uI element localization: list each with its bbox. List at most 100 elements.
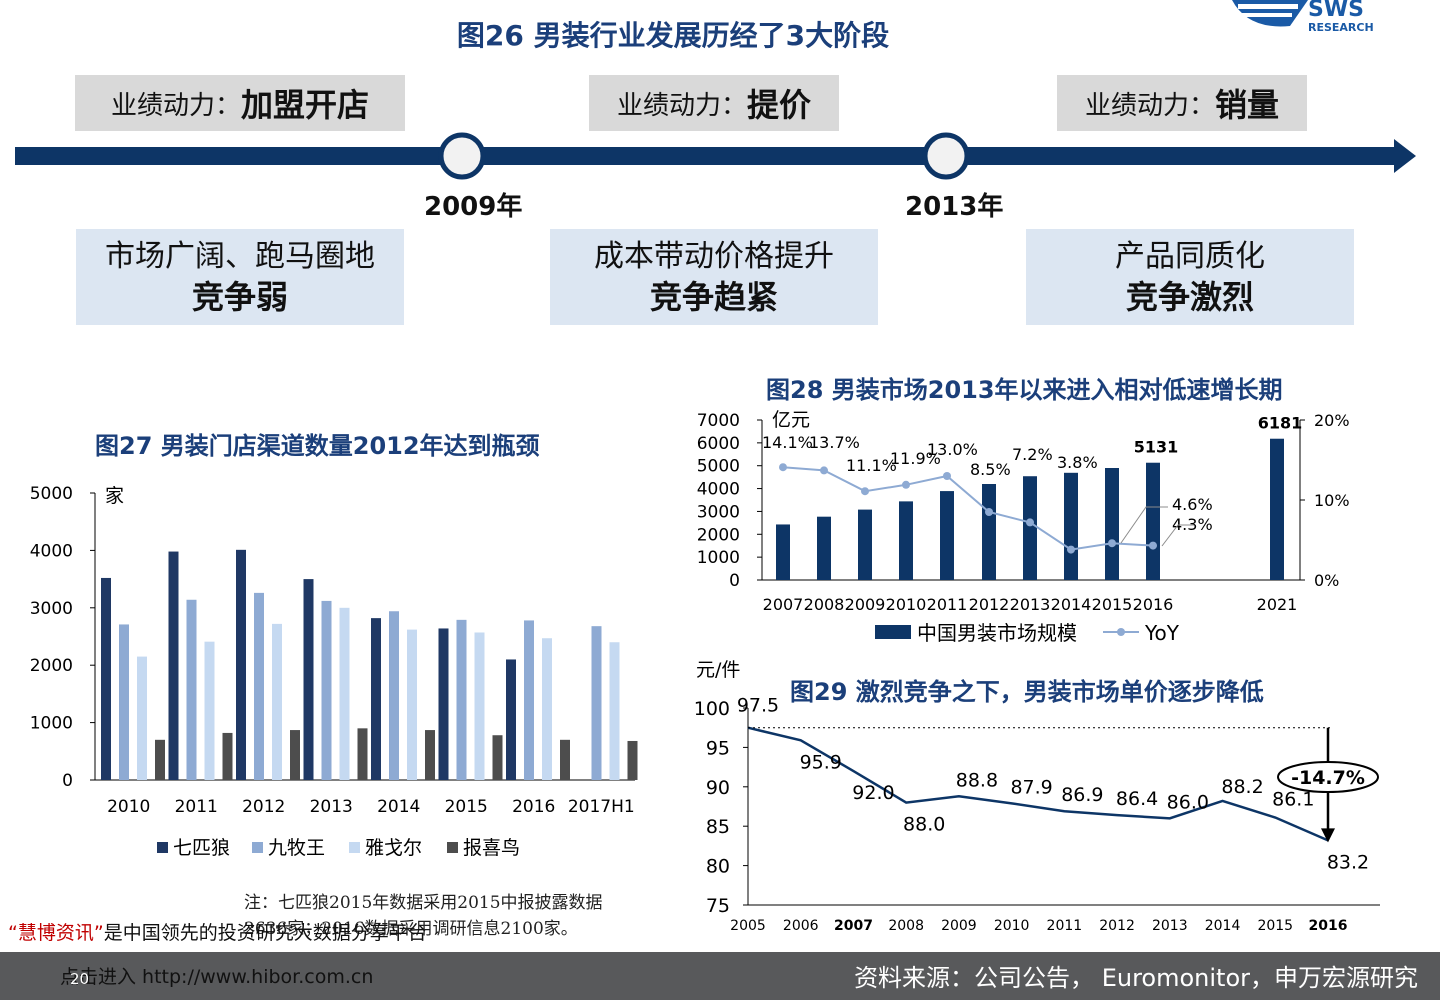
phase-2-competition: 竞争趋紧 xyxy=(649,278,778,316)
fig28-yoy-label: 13.0% xyxy=(927,440,978,459)
hibor-link[interactable]: 点击进入 http://www.hibor.com.cn xyxy=(60,966,374,988)
fig27-legend-label: 九牧王 xyxy=(268,837,325,859)
fig28-y-tick-label: 2000 xyxy=(697,525,740,545)
fig27-title: 图27 男装门店渠道数量2012年达到瓶颈 xyxy=(95,432,540,460)
source-text: 资料来源：公司公告， Euromonitor，申万宏源研究 xyxy=(854,964,1418,992)
fig27-bar-2017H1-九牧王 xyxy=(591,626,602,780)
fig29-x-tick-label: 2016 xyxy=(1309,918,1348,934)
fig27-y-tick-label: 1000 xyxy=(30,714,73,734)
fig29-value-label: 86.0 xyxy=(1167,791,1209,813)
fig28-yoy-label: 13.7% xyxy=(809,433,860,452)
fig29-value-label: 88.2 xyxy=(1221,776,1263,798)
fig29-x-tick-label: 2013 xyxy=(1152,918,1188,934)
fig27-bar-2016-九牧王 xyxy=(524,620,534,780)
phase-2-driver: 业绩动力： 提价 xyxy=(589,75,839,131)
fig29-x-tick-label: 2014 xyxy=(1205,918,1241,934)
fig27-y-tick-label: 4000 xyxy=(30,541,73,561)
fig29-title: 图29 激烈竞争之下，男装市场单价逐步降低 xyxy=(790,678,1264,706)
phase-2-driver-value: 提价 xyxy=(747,86,812,124)
fig28-yoy-point xyxy=(985,508,993,516)
fig29-value-label: 86.9 xyxy=(1061,784,1103,806)
timeline-arrow xyxy=(15,132,1416,180)
fig29-y-unit: 元/件 xyxy=(696,659,740,681)
disclaimer: “慧博资讯”是中国领先的投资研究大数据分享平台 xyxy=(8,918,427,945)
fig27-bar-2015-九牧王 xyxy=(456,619,467,780)
fig29-value-label: 95.9 xyxy=(800,751,842,773)
fig29-value-label: 92.0 xyxy=(852,782,894,804)
fig27-bar-2011-报喜鸟 xyxy=(222,732,233,780)
fig28-legend-line-label: YoY xyxy=(1144,621,1180,645)
fig27-bar-2016-雅戈尔 xyxy=(542,638,552,780)
fig27-bar-2013-雅戈尔 xyxy=(339,607,350,780)
fig28-yoy-label: 14.1% xyxy=(762,433,813,452)
fig28-yoy-label: 4.6% xyxy=(1172,495,1213,514)
fig27-chart: 0 1000 2000 3000 4000 5000 家 2010 2011 2012 2013 20… xyxy=(30,484,638,859)
fig29-y-tick-label: 100 xyxy=(694,698,730,720)
svg-text:SWS: SWS xyxy=(1308,0,1364,22)
fig29-y-tick-label: 90 xyxy=(706,777,730,799)
fig29-x-tick-label: 2009 xyxy=(941,918,977,934)
fig28-x-tick-label: 2013 xyxy=(1010,595,1051,614)
fig29-x-tick-label: 2010 xyxy=(994,918,1030,934)
fig28-bar-2011 xyxy=(940,491,954,580)
fig27-x-tick-label: 2016 xyxy=(512,797,555,817)
fig29-x-tick-label: 2007 xyxy=(834,918,873,934)
fig28-yoy-label: 3.8% xyxy=(1057,453,1098,472)
fig27-bar-2011-九牧王 xyxy=(186,599,197,780)
footer-bar xyxy=(0,952,1440,1000)
fig29-x-tick-label: 2012 xyxy=(1099,918,1135,934)
fig27-bar-2015-雅戈尔 xyxy=(474,632,485,780)
fig28-yoy-point xyxy=(1067,545,1075,554)
fig28-y-unit: 亿元 xyxy=(772,409,810,431)
fig29-value-label: 88.0 xyxy=(903,814,945,836)
fig28-x-tick-label: 2016 xyxy=(1133,595,1174,614)
phase-1-desc-text: 市场广阔、跑马圈地 xyxy=(105,239,375,274)
fig27-legend-swatch xyxy=(447,842,458,853)
phase-3-driver-value: 销量 xyxy=(1215,86,1280,124)
fig27-bar-2014-九牧王 xyxy=(389,611,399,780)
fig28-x-tick-label: 2021 xyxy=(1257,595,1298,614)
fig28-bar-2013 xyxy=(1023,476,1037,580)
milestone-2013: 2013年 xyxy=(905,192,1004,222)
fig27-bar-2012-七匹狼 xyxy=(236,549,246,780)
fig28-yoy-point xyxy=(861,487,869,496)
fig27-bar-2011-雅戈尔 xyxy=(204,641,215,780)
fig27-x-tick-label: 2014 xyxy=(377,797,420,817)
fig28-bar-2012 xyxy=(982,484,996,580)
page-title: 图26 男装行业发展历经了3大阶段 xyxy=(456,19,890,52)
fig28-y-tick-label: 5000 xyxy=(697,457,740,477)
fig27-x-tick-label: 2010 xyxy=(107,797,150,817)
fig28-bar-2021 xyxy=(1270,438,1284,580)
fig27-legend-swatch xyxy=(252,842,263,853)
fig29-value-label: 86.4 xyxy=(1116,788,1158,810)
fig27-legend-swatch xyxy=(157,842,168,853)
fig27-note: 注：七匹狼2015年数据采用2015中报披露数据2636家；2016数据采用调研… xyxy=(244,893,603,939)
fig29-value-label: 86.1 xyxy=(1272,789,1314,811)
fig28-yoy-label: 8.5% xyxy=(970,460,1011,479)
phase-3-driver: 业绩动力： 销量 xyxy=(1057,75,1307,131)
fig28-bar-2015 xyxy=(1105,468,1119,580)
fig28-yoy-point xyxy=(779,463,787,472)
fig27-bar-2016-七匹狼 xyxy=(506,659,516,780)
fig28-x-tick-label: 2012 xyxy=(969,595,1010,614)
fig27-bar-2016-报喜鸟 xyxy=(560,739,570,780)
fig28-bar-2016 xyxy=(1146,462,1160,580)
fig29-value-label: 87.9 xyxy=(1010,776,1052,798)
fig27-bar-2010-报喜鸟 xyxy=(155,739,165,780)
page-number: 20 xyxy=(70,970,90,988)
phase-2-desc-text: 成本带动价格提升 xyxy=(594,239,834,274)
disclaimer-text: 是中国领先的投资研究大数据分享平台 xyxy=(103,922,427,944)
fig29-annotation-label: -14.7% xyxy=(1291,767,1365,789)
svg-text:RESEARCH: RESEARCH xyxy=(1308,21,1374,34)
fig27-bar-2013-七匹狼 xyxy=(303,579,314,780)
fig28-yoy-label: 11.9% xyxy=(890,449,941,468)
fig28-y2-tick-label: 20% xyxy=(1314,411,1350,430)
fig29-x-tick-label: 2015 xyxy=(1257,918,1293,934)
fig29-y-tick-label: 80 xyxy=(706,856,730,878)
fig29-annotation-bubble xyxy=(1277,761,1379,793)
phase-2-driver-label: 业绩动力： xyxy=(616,90,747,121)
fig29-x-tick-label: 2011 xyxy=(1047,918,1083,934)
fig28-bar-2007 xyxy=(776,524,790,580)
fig28-yoy-point xyxy=(902,480,910,489)
